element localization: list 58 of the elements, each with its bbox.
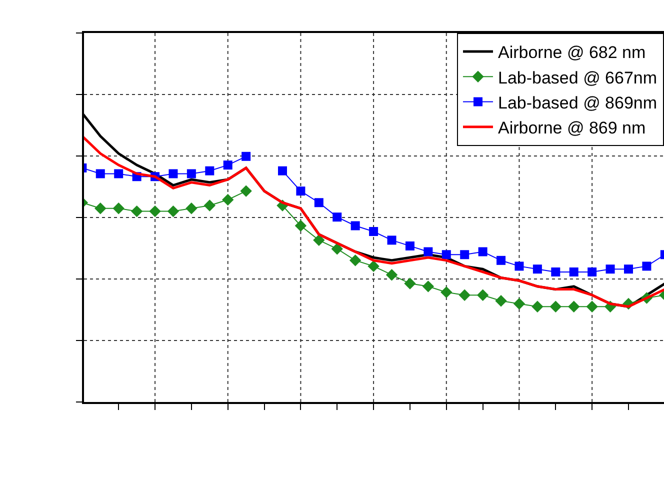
point <box>296 186 306 196</box>
point <box>130 205 143 218</box>
point <box>422 280 434 292</box>
point <box>368 260 380 272</box>
point <box>442 250 451 260</box>
point <box>222 194 234 206</box>
point <box>114 169 124 178</box>
point <box>331 243 343 255</box>
point <box>149 205 161 218</box>
point <box>186 202 198 214</box>
legend-label: Airborne @ 869 nm <box>498 118 646 138</box>
point <box>204 200 216 212</box>
point <box>624 264 633 274</box>
point <box>495 295 507 307</box>
legend-label: Lab-based @ 869nm <box>498 93 658 112</box>
point <box>242 152 251 161</box>
point <box>223 160 232 170</box>
point <box>112 202 124 214</box>
point <box>404 278 416 290</box>
point <box>314 198 324 208</box>
point <box>440 286 452 298</box>
point <box>96 169 105 178</box>
point <box>313 234 325 246</box>
point <box>332 212 342 222</box>
legend-label: Lab-based @ 667nm <box>498 68 658 88</box>
point <box>387 236 396 245</box>
point <box>569 267 578 276</box>
point <box>532 300 544 312</box>
point <box>240 185 252 197</box>
point <box>586 300 598 312</box>
point <box>369 227 378 236</box>
point <box>278 166 287 176</box>
point <box>513 298 526 310</box>
point <box>476 289 489 301</box>
point <box>642 262 652 271</box>
point <box>405 241 414 250</box>
point <box>568 300 580 312</box>
point <box>606 264 615 274</box>
point <box>551 267 560 276</box>
point <box>386 269 398 281</box>
point <box>168 169 178 178</box>
point <box>460 250 470 260</box>
point <box>205 166 214 176</box>
point <box>186 169 196 178</box>
point <box>424 247 433 256</box>
point <box>94 202 106 214</box>
point <box>349 254 362 266</box>
point <box>350 221 360 230</box>
point <box>532 264 542 274</box>
point <box>478 247 488 256</box>
point <box>294 220 307 232</box>
point <box>496 256 506 265</box>
legend-label: Airborne @ 682 nm <box>498 43 646 62</box>
point <box>458 289 470 301</box>
point <box>588 267 597 276</box>
point <box>550 300 562 312</box>
point <box>514 262 524 271</box>
point <box>167 205 180 218</box>
